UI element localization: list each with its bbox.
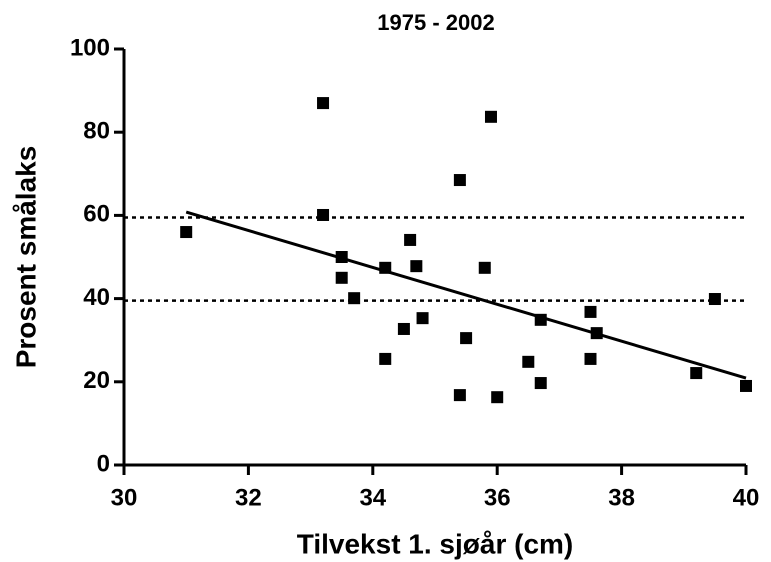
point <box>335 271 348 284</box>
point <box>460 332 473 345</box>
y-tick-label: 40 <box>83 284 110 311</box>
x-axis-label: Tilvekst 1. sjøår (cm) <box>297 528 574 559</box>
y-tick-label: 60 <box>83 201 110 228</box>
y-axis-label: Prosent smålaks <box>10 146 41 369</box>
point <box>397 322 410 335</box>
point <box>740 379 752 392</box>
fit-line <box>185 210 747 380</box>
point <box>335 251 348 263</box>
x-tick-label: 30 <box>111 484 138 511</box>
point <box>410 260 423 273</box>
point <box>534 313 547 326</box>
point <box>180 226 193 239</box>
point <box>522 355 535 368</box>
point <box>690 367 703 380</box>
x-tick-label: 36 <box>484 484 511 511</box>
point <box>584 352 597 365</box>
point <box>534 377 547 390</box>
point <box>317 208 330 221</box>
point <box>317 97 330 110</box>
y-tick-label: 0 <box>97 450 110 477</box>
point <box>478 261 491 274</box>
chart-title: 1975 - 2002 <box>377 10 494 35</box>
point <box>453 389 466 402</box>
x-tick-label: 32 <box>235 484 262 511</box>
point <box>416 312 429 325</box>
x-tick-label: 40 <box>733 484 760 511</box>
point <box>590 327 603 340</box>
y-tick-label: 80 <box>83 118 110 145</box>
x-tick-label: 38 <box>608 484 635 511</box>
x-tick-label: 34 <box>359 484 386 511</box>
point <box>453 174 466 187</box>
point <box>584 305 597 318</box>
point <box>484 110 497 123</box>
point <box>404 233 417 246</box>
point <box>348 292 361 305</box>
point <box>708 293 721 306</box>
point <box>379 261 392 274</box>
point <box>379 352 392 365</box>
y-tick-label: 20 <box>83 367 110 394</box>
y-tick-label: 100 <box>70 34 110 61</box>
point <box>491 391 504 404</box>
